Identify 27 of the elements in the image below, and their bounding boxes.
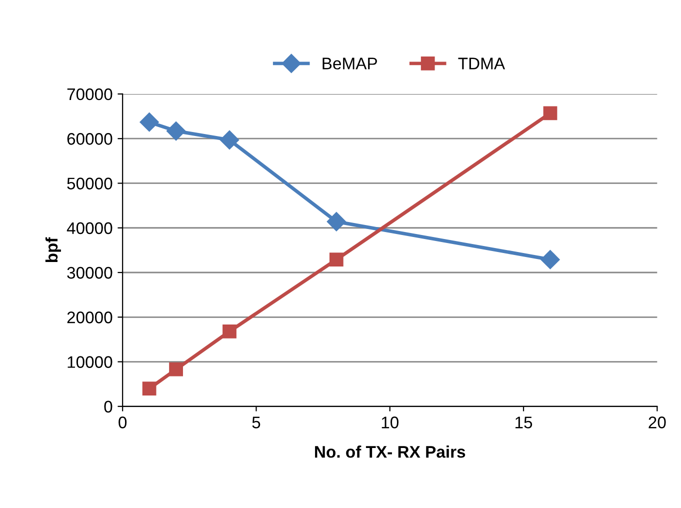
- point: [166, 121, 186, 141]
- x-tick-label: 15: [516, 416, 532, 428]
- y-tick-label: 10000: [68, 356, 112, 368]
- point: [142, 382, 156, 396]
- legend-label: TDMA: [458, 58, 506, 70]
- point: [220, 130, 240, 150]
- point: [169, 362, 183, 376]
- y-tick-label: 60000: [67, 133, 112, 145]
- y-tick-label: 20000: [67, 312, 112, 324]
- point: [329, 252, 344, 267]
- x-axis-title: No. of TX- RX Pairs: [315, 446, 466, 458]
- point: [140, 112, 159, 132]
- y-tick-label: 50000: [67, 178, 112, 190]
- x-tick-label: 5: [252, 416, 260, 428]
- y-tick-label: 30000: [67, 266, 112, 279]
- x-tick-label: 10: [382, 416, 398, 428]
- x-tick-label: 20: [648, 416, 666, 428]
- legend-label: BeMAP: [322, 58, 377, 70]
- point: [543, 106, 558, 120]
- x-tick-label: 0: [118, 416, 127, 428]
- point: [540, 250, 560, 270]
- point: [326, 212, 346, 232]
- y-axis-title: bpf: [45, 237, 61, 262]
- y-tick-label: 0: [104, 400, 112, 413]
- point: [222, 324, 236, 338]
- y-tick-label: 70000: [67, 88, 112, 100]
- y-tick-label: 40000: [66, 222, 112, 234]
